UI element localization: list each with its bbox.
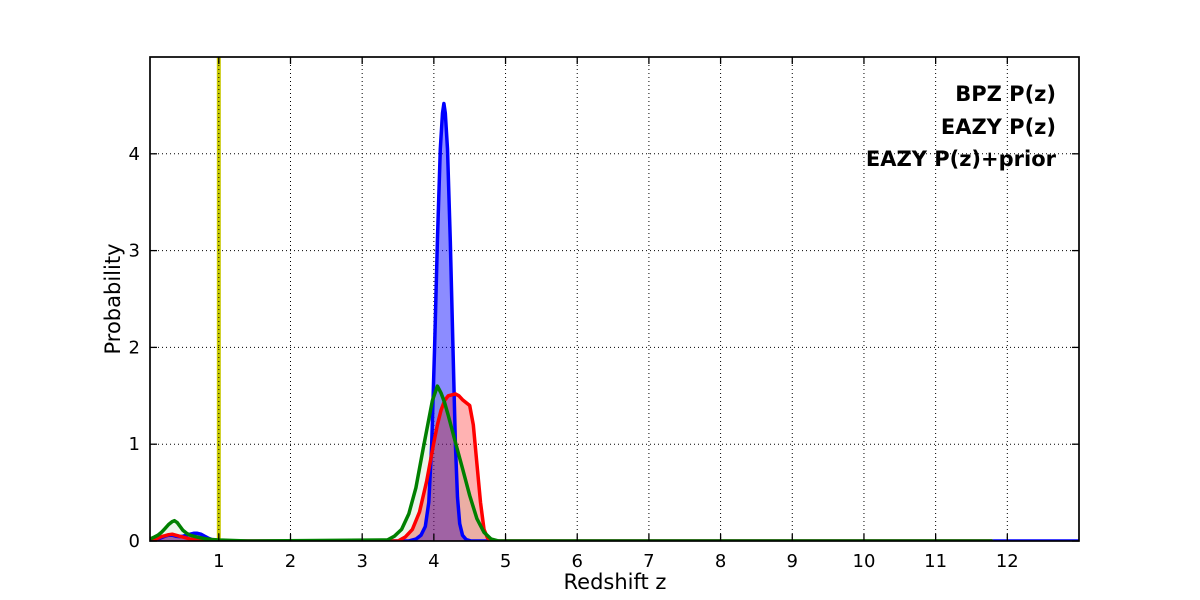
x-tick-label: 8	[715, 551, 726, 572]
legend: BPZ P(z) EAZY P(z) EAZY P(z)+prior	[866, 82, 1057, 171]
x-tick-label: 3	[356, 551, 367, 572]
y-tick-label: 0	[129, 531, 140, 552]
x-tick-label: 2	[285, 551, 296, 572]
x-tick-label: 10	[853, 551, 876, 572]
x-tick-label: 6	[571, 551, 582, 572]
tick-layer	[150, 57, 1079, 542]
x-tick-label: 12	[996, 551, 1019, 572]
y-tick-label: 2	[129, 337, 140, 358]
x-tick-label: 9	[787, 551, 798, 572]
x-tick-label: 4	[428, 551, 439, 572]
y-tick-label: 4	[129, 144, 140, 165]
x-tick-label: 7	[643, 551, 654, 572]
y-tick-label: 1	[129, 434, 140, 455]
legend-entry-eazy-prior: EAZY P(z)+prior	[866, 147, 1057, 171]
legend-entry-bpz: BPZ P(z)	[955, 82, 1056, 106]
plot-background	[150, 57, 1079, 541]
x-tick-label: 5	[500, 551, 511, 572]
y-axis-label: Probability	[101, 243, 125, 354]
y-tick-label: 3	[129, 241, 140, 262]
x-tick-label: 11	[924, 551, 947, 572]
plot-frame	[149, 56, 1080, 542]
grid-layer	[150, 57, 1079, 541]
x-axis-label: Redshift z	[564, 570, 667, 594]
legend-entry-eazy: EAZY P(z)	[941, 115, 1056, 139]
series-line-eazy-p-z-	[150, 392, 994, 541]
x-tick-label: 1	[213, 551, 224, 572]
